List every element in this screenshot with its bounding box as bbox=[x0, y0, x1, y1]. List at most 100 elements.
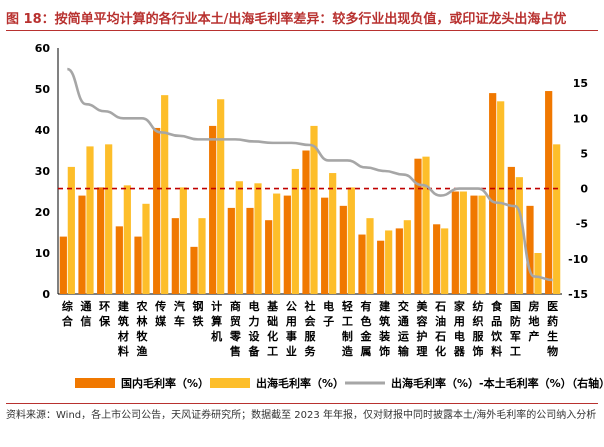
x-tick-label: 石油石化 bbox=[434, 300, 446, 358]
bar-overseas bbox=[291, 168, 299, 294]
bar-domestic bbox=[433, 224, 441, 294]
bar-overseas bbox=[86, 146, 94, 294]
bar-domestic bbox=[302, 150, 310, 294]
chart-title: 图 18：按简单平均计算的各行业本土/出海毛利率差异：较多行业出现负值，或印证龙… bbox=[6, 12, 567, 27]
bar-domestic bbox=[59, 236, 67, 294]
x-tick-label: 商贸零售 bbox=[229, 299, 242, 358]
legend-label-diff: 出海毛利率（%）-本土毛利率（%）（右轴） bbox=[391, 376, 604, 390]
bar-overseas bbox=[366, 218, 374, 294]
bar-overseas bbox=[515, 177, 523, 294]
bar-domestic bbox=[526, 205, 534, 294]
bar-overseas bbox=[273, 193, 281, 294]
x-tick-label: 电子 bbox=[323, 299, 334, 328]
source-note: 资料来源：Wind，各上市公司公告，天风证券研究所；数据截至 2023 年年报，… bbox=[6, 410, 597, 421]
bar-domestic bbox=[265, 220, 273, 294]
x-tick-label: 房地产 bbox=[529, 299, 540, 343]
bar-overseas bbox=[385, 230, 393, 294]
bar-overseas bbox=[123, 185, 131, 294]
x-tick-label: 综合 bbox=[62, 299, 74, 328]
x-tick-label: 汽车 bbox=[174, 299, 185, 328]
x-tick-label: 医药生物 bbox=[547, 300, 558, 358]
x-tick-label: 建筑装饰 bbox=[378, 299, 391, 358]
bar-domestic bbox=[339, 205, 347, 294]
bar-overseas bbox=[161, 95, 169, 295]
bar-overseas bbox=[142, 203, 150, 294]
bar-overseas bbox=[441, 228, 449, 294]
y-tick-right: -5 bbox=[576, 218, 588, 231]
bar-domestic bbox=[190, 246, 198, 294]
y-tick-left: 50 bbox=[35, 83, 51, 96]
legend-swatch-overseas bbox=[210, 378, 250, 388]
bar-overseas bbox=[459, 191, 467, 294]
x-tick-label: 环保 bbox=[98, 300, 111, 328]
bar-overseas bbox=[179, 187, 187, 294]
x-tick-label: 食品饮料 bbox=[490, 299, 503, 358]
left-ticks-group: 0 10 20 30 40 50 60 bbox=[35, 42, 51, 301]
bar-domestic bbox=[246, 207, 254, 294]
bar-domestic bbox=[97, 187, 105, 294]
x-tick-label: 电力设备 bbox=[248, 299, 261, 358]
legend-swatch-domestic bbox=[75, 378, 115, 388]
bar-domestic bbox=[171, 218, 179, 294]
bar-domestic bbox=[321, 197, 329, 294]
bar-overseas bbox=[329, 173, 337, 294]
x-tick-label: 美容护理 bbox=[416, 299, 429, 358]
bar-overseas bbox=[553, 144, 561, 294]
bar-overseas bbox=[310, 125, 318, 295]
legend-label-overseas: 出海毛利率（%） bbox=[256, 376, 344, 390]
bar-domestic bbox=[507, 166, 515, 294]
x-tick-label: 基础化工 bbox=[266, 299, 279, 358]
y-tick-left: 10 bbox=[35, 247, 51, 260]
x-tick-label: 家用电器 bbox=[453, 299, 466, 358]
bar-domestic bbox=[227, 207, 235, 294]
y-tick-right: 5 bbox=[580, 147, 588, 160]
bar-overseas bbox=[235, 181, 243, 294]
diff-line-group bbox=[58, 67, 562, 282]
bar-domestic bbox=[377, 240, 385, 294]
x-tick-label: 有色金属 bbox=[360, 299, 373, 358]
bar-domestic bbox=[489, 93, 497, 294]
category-labels-group: 综合通信环保建筑材料农林牧渔传媒汽车钢铁计算机商贸零售电力设备基础化工公用事业社… bbox=[62, 299, 558, 358]
bar-domestic bbox=[414, 158, 422, 294]
bar-domestic bbox=[153, 127, 161, 294]
bar-domestic bbox=[470, 195, 478, 294]
chart-canvas: 0 10 20 30 40 50 60 -15 -10 -5 0 5 10 15 综合通信环保建筑材料农… bbox=[35, 42, 604, 390]
bar-overseas bbox=[403, 220, 411, 294]
right-ticks-group: -15 -10 -5 0 5 10 15 bbox=[568, 77, 588, 301]
bar-overseas bbox=[198, 218, 206, 294]
bar-domestic bbox=[283, 195, 291, 294]
bar-overseas bbox=[254, 183, 262, 294]
x-tick-label: 通信 bbox=[81, 300, 92, 328]
bar-domestic bbox=[115, 226, 123, 294]
axes-group bbox=[57, 48, 562, 295]
legend-label-domestic: 国内毛利率（%） bbox=[121, 376, 209, 390]
title-divider bbox=[6, 30, 598, 31]
source-divider bbox=[6, 403, 598, 404]
x-tick-label: 建筑材料 bbox=[118, 299, 130, 358]
bar-domestic bbox=[395, 228, 403, 294]
legend: 国内毛利率（%） 出海毛利率（%） 出海毛利率（%）-本土毛利率（%）（右轴） bbox=[75, 376, 604, 390]
y-tick-right: -10 bbox=[568, 253, 588, 266]
x-tick-label: 计算机 bbox=[210, 299, 222, 343]
y-tick-right: -15 bbox=[568, 288, 588, 301]
x-tick-label: 钢铁 bbox=[193, 299, 204, 328]
x-tick-label: 轻工制造 bbox=[342, 299, 354, 358]
bar-overseas bbox=[217, 99, 225, 294]
x-tick-label: 农林牧渔 bbox=[136, 299, 149, 358]
bar-domestic bbox=[209, 125, 217, 295]
y-tick-left: 60 bbox=[35, 42, 51, 55]
bar-domestic bbox=[358, 234, 366, 294]
x-tick-label: 社会服务 bbox=[304, 299, 317, 358]
bar-overseas bbox=[534, 253, 542, 294]
x-tick-label: 公用事业 bbox=[286, 300, 297, 358]
y-tick-right: 0 bbox=[580, 183, 588, 196]
y-tick-right: 15 bbox=[573, 77, 588, 90]
y-tick-left: 20 bbox=[35, 206, 51, 219]
bar-domestic bbox=[545, 91, 553, 294]
bar-overseas bbox=[422, 156, 430, 294]
x-tick-label: 传媒 bbox=[154, 299, 167, 328]
y-tick-right: 10 bbox=[573, 112, 589, 125]
bar-overseas bbox=[67, 166, 75, 294]
x-tick-label: 国防军工 bbox=[510, 300, 521, 358]
diff-line bbox=[66, 67, 553, 282]
